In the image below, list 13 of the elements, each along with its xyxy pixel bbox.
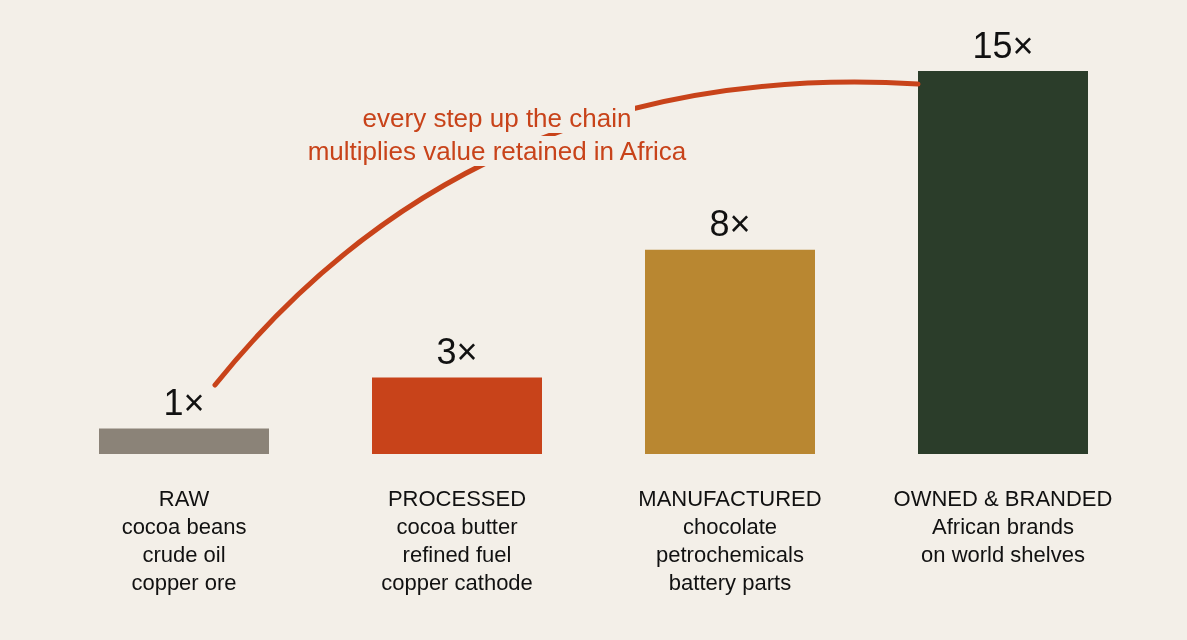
data-label: 3× bbox=[436, 330, 478, 372]
x-tick-label: MANUFACTURED chocolate petrochemicals battery parts bbox=[638, 485, 822, 595]
bar bbox=[918, 71, 1088, 454]
bar bbox=[99, 428, 269, 454]
bar bbox=[645, 249, 815, 454]
x-tick-label: OWNED & BRANDED African brands on world shelves bbox=[893, 485, 1113, 567]
x-tick-label: RAW cocoa beans crude oil copper ore bbox=[121, 485, 247, 595]
data-label: 15× bbox=[972, 24, 1034, 66]
data-label: 1× bbox=[163, 381, 205, 423]
x-tick-label: PROCESSED cocoa butter refined fuel copper cathode bbox=[381, 485, 533, 595]
bar bbox=[372, 377, 542, 454]
annotation: every step up the chain multiplies value retained in Africa bbox=[306, 103, 688, 166]
data-label: 8× bbox=[709, 203, 751, 245]
